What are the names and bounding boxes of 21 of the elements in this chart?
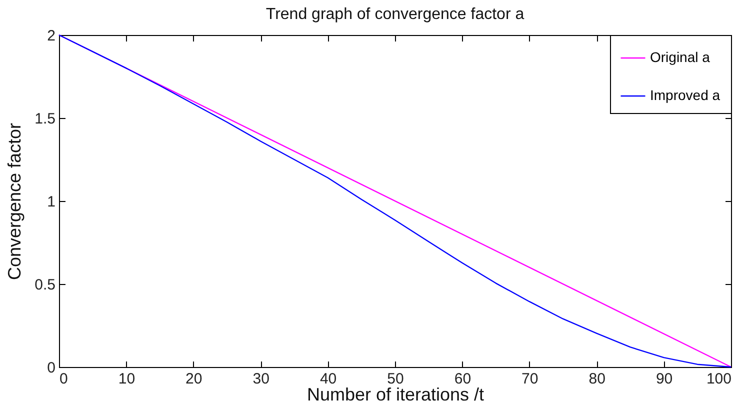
y-tick-label: 1 [47, 194, 56, 210]
x-tick-label: 0 [60, 370, 68, 388]
y-tick-label: 1.5 [34, 110, 56, 128]
x-tick-label: 100 [706, 370, 732, 388]
y-tick-label: 0 [47, 360, 56, 376]
x-tick-label: 30 [252, 370, 270, 388]
x-tick-label: 40 [320, 370, 337, 388]
y-axis-title: Convergence factor [4, 122, 25, 280]
x-tick-label: 90 [656, 370, 673, 388]
x-tick-label: 20 [186, 370, 202, 388]
chart-title: Trend graph of convergence factor a [266, 6, 524, 23]
legend-label: Original a [650, 49, 710, 65]
x-tick-label: 70 [522, 370, 538, 388]
x-tick-label: 60 [454, 370, 472, 388]
x-tick-label: 50 [387, 370, 404, 388]
x-tick-label: 80 [588, 370, 606, 388]
x-tick-label: 10 [118, 370, 136, 388]
legend-label: Improved a [650, 87, 720, 103]
y-tick-label: 0.5 [34, 276, 56, 294]
x-axis-title: Number of iterations /t [306, 384, 484, 404]
y-tick-label: 2 [47, 28, 56, 44]
